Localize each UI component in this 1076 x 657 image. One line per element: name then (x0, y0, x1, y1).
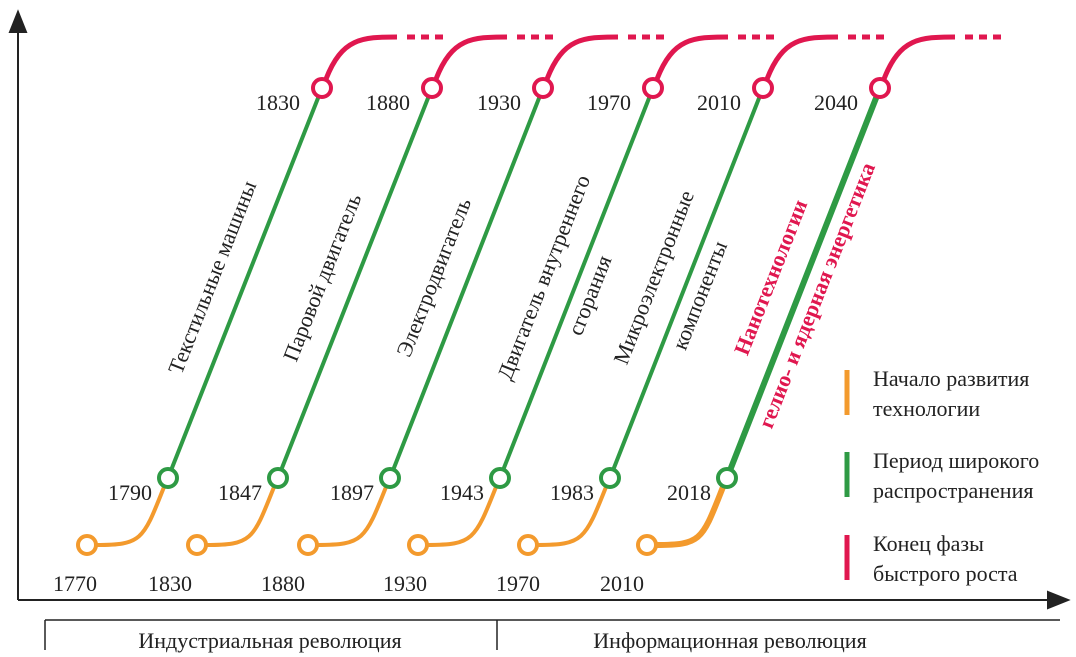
start-year: 1830 (148, 571, 192, 596)
legend-text: Начало развития (873, 366, 1029, 391)
spread-line (724, 86, 883, 480)
start-curve (205, 486, 276, 547)
end-node (311, 77, 333, 99)
spread-node (267, 467, 289, 489)
spread-year: 1790 (108, 480, 152, 505)
legend-text: Конец фазы (873, 531, 984, 556)
start-node (76, 534, 98, 556)
end-year: 2040 (814, 90, 858, 115)
legend-text: быстрого роста (873, 561, 1018, 586)
end-curve (654, 34, 729, 80)
start-node (407, 534, 429, 556)
era-label: Информационная революция (593, 628, 866, 653)
era-label: Индустриальная революция (138, 628, 401, 653)
end-curve (764, 34, 839, 80)
end-node (532, 77, 554, 99)
start-year: 1880 (261, 571, 305, 596)
start-node (517, 534, 539, 556)
spread-year: 1983 (550, 480, 594, 505)
start-node (297, 534, 319, 556)
end-year: 1970 (587, 90, 631, 115)
start-curve (655, 485, 726, 548)
end-node (869, 77, 891, 99)
start-curve (426, 486, 498, 547)
spread-year: 2018 (667, 480, 711, 505)
legend-text: распространения (873, 478, 1033, 503)
spread-line (498, 87, 655, 479)
start-node (636, 534, 658, 556)
axes (8, 9, 1071, 650)
spread-line (608, 87, 765, 479)
spread-line (388, 87, 545, 479)
start-year: 1930 (383, 571, 427, 596)
spread-year: 1847 (218, 480, 262, 505)
start-curve (95, 486, 166, 547)
legend-text: Период широкого (873, 448, 1039, 473)
end-year: 1880 (366, 90, 410, 115)
spread-node (379, 467, 401, 489)
spread-line (276, 87, 434, 479)
start-year: 1770 (53, 571, 97, 596)
end-curve (323, 34, 398, 80)
spread-line (166, 87, 324, 479)
legend-text: технологии (873, 396, 980, 421)
start-curve (316, 486, 388, 547)
end-curve (544, 34, 619, 80)
end-year: 1830 (256, 90, 300, 115)
start-node (186, 534, 208, 556)
spread-year: 1943 (440, 480, 484, 505)
spread-year: 1897 (330, 480, 374, 505)
end-year: 2010 (697, 90, 741, 115)
end-curve (881, 34, 956, 80)
end-node (642, 77, 664, 99)
spread-node (599, 467, 621, 489)
start-curve (536, 486, 608, 547)
spread-node (489, 467, 511, 489)
start-year: 1970 (496, 571, 540, 596)
end-curve (433, 34, 508, 80)
wave-label: Паровой двигатель (278, 190, 367, 365)
wave-label: Электродвигатель (391, 194, 476, 360)
spread-node (157, 467, 179, 489)
start-year: 2010 (600, 571, 644, 596)
spread-node (716, 467, 738, 489)
end-node (421, 77, 443, 99)
end-node (752, 77, 774, 99)
end-year: 1930 (477, 90, 521, 115)
